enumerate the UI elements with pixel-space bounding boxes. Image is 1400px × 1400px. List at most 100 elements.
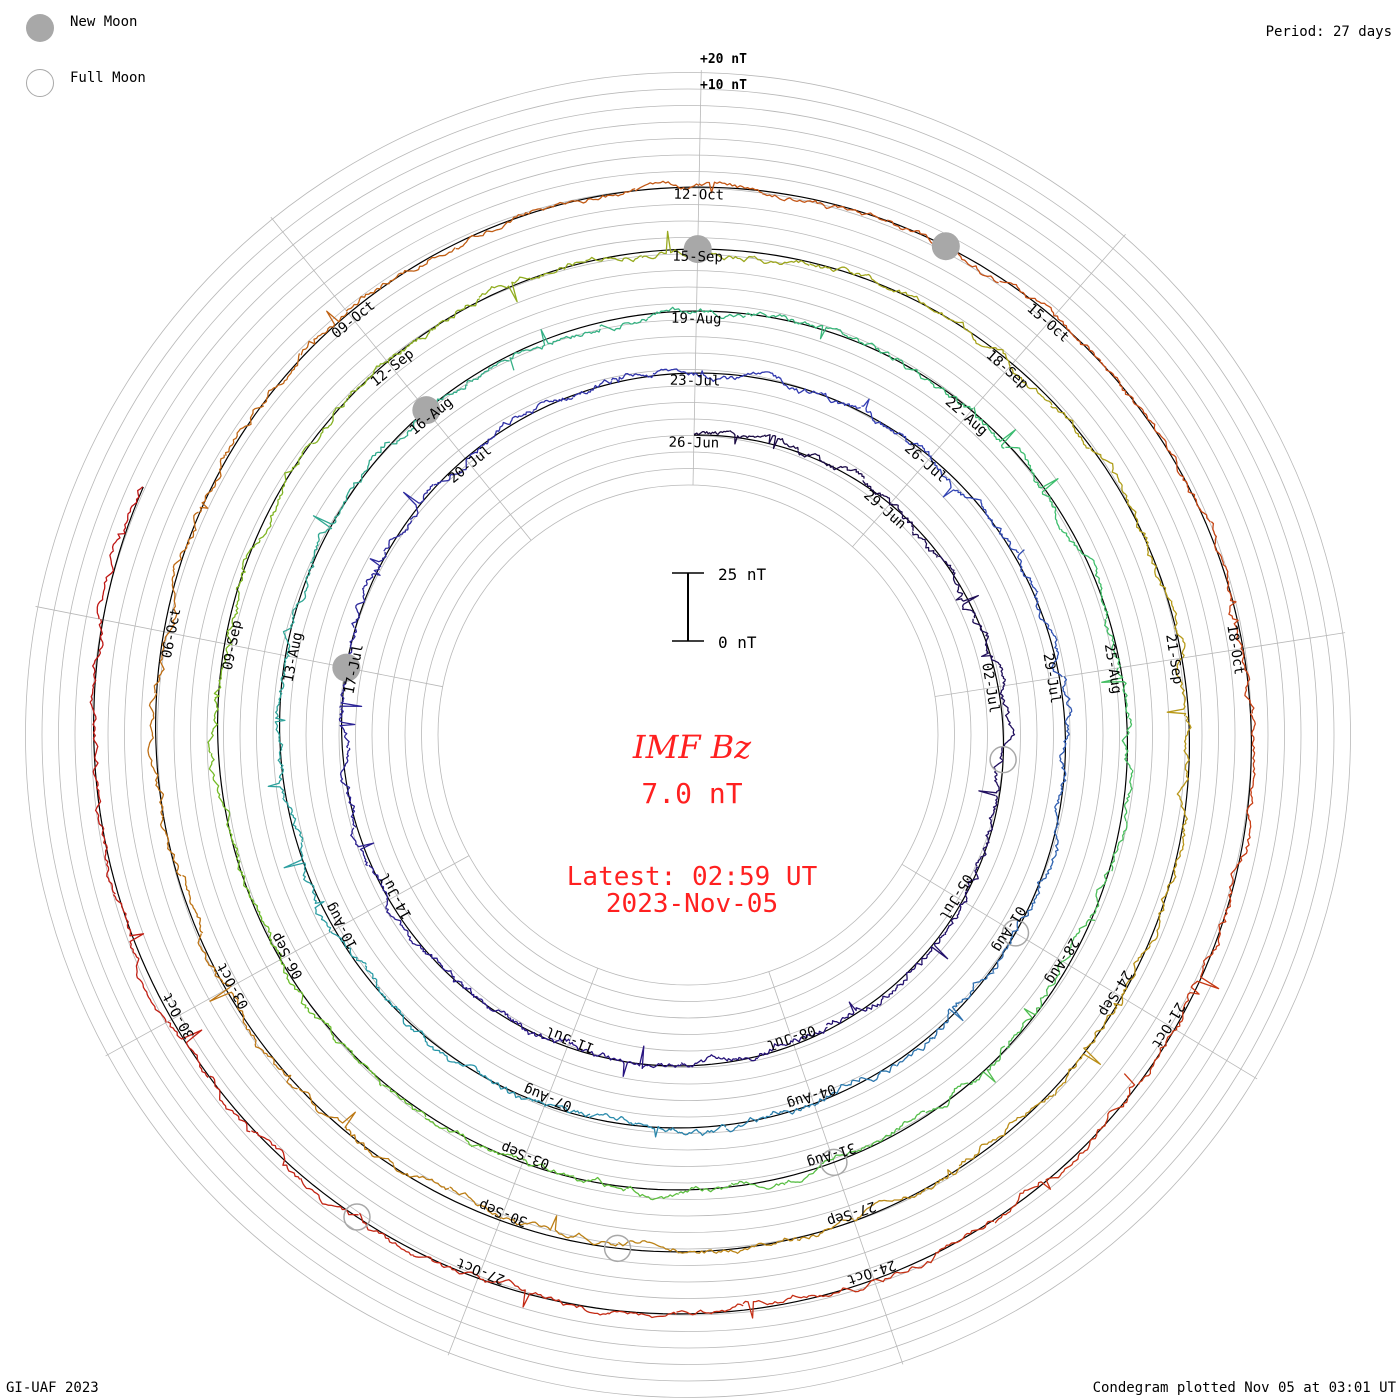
bz-trace-segment [1062,919,1096,962]
bz-trace-segment [542,1296,609,1316]
bz-trace-segment [111,486,144,551]
bz-trace-segment [994,1179,1052,1224]
bz-trace-segment [794,321,844,340]
bz-trace-segment [1121,945,1151,998]
bz-trace-segment [168,569,178,634]
bz-trace-segment [345,1126,395,1165]
current-value: 7.0 nT [641,777,742,810]
bz-trace-segment [729,430,766,445]
bz-trace-segment [135,958,167,1023]
date-label: 29-Jul [1040,652,1064,704]
bz-trace-segment [523,1158,575,1177]
bz-trace-segment [784,1158,834,1184]
full-moon-marker [820,1148,848,1177]
bz-trace-segment [283,842,315,888]
latest-time: Latest: 02:59 UT [567,862,818,892]
bz-trace-segment [345,787,357,828]
date-label: 24-Oct [845,1256,898,1288]
grid-ring [41,88,1335,1382]
grid-ring [338,385,1038,1085]
date-label: 10-Aug [323,900,361,952]
bz-trace-segment [282,797,304,843]
date-label: 12-Oct [673,187,724,204]
bz-trace-segment [873,1253,937,1283]
grid-spoke [901,863,1258,1080]
bz-trace-segment [718,1056,759,1062]
bz-trace-segment [1037,478,1061,531]
bz-trace-segment [973,407,1017,449]
bz-trace-segment [888,503,914,531]
bz-trace-segment [1059,720,1070,765]
bz-trace-segment [213,644,231,699]
bz-trace-segment [881,1110,925,1142]
date-label: 09-Sep [220,619,245,672]
bz-trace-segment [896,1037,933,1067]
bz-trace-segment [500,1086,546,1106]
bz-trace-segment [1142,410,1178,466]
bz-trace-segment [861,398,896,435]
bz-trace-segment [917,298,967,331]
bz-trace-segment [1176,465,1211,523]
bz-trace-segment [999,280,1055,317]
bz-trace-segment [641,1062,682,1069]
bz-trace-segment [969,1045,1006,1086]
bz-trace-segment [676,1303,744,1316]
bz-trace-segment [147,693,158,756]
bz-trace-segment [572,188,636,204]
bz-trace-segment [345,360,388,400]
bz-trace-segment [1017,549,1039,593]
grid-spoke [447,968,599,1356]
bz-trace-segment [988,795,998,833]
date-label: 08-Jul [765,1022,818,1054]
grid-ring [223,270,1153,1200]
bz-trace-segment [757,1040,794,1059]
bz-trace-segment [330,931,367,965]
bz-trace-segment [698,181,763,194]
bz-trace-segment [1202,907,1228,970]
bz-trace-segment [96,550,115,620]
bz-trace-segment [634,1122,681,1138]
bz-trace-segment [753,255,810,266]
series-layer [89,180,1256,1319]
date-label: 20-Jul [446,443,495,487]
bz-trace-segment [957,490,991,520]
bz-trace-segment [466,359,510,384]
bz-trace-segment [89,688,99,758]
bz-trace-segment [92,757,103,827]
bz-trace-segment [267,750,285,799]
new-moon-marker [931,232,960,261]
grid-ring [173,220,1203,1250]
date-label: 29-Jun [860,487,909,532]
bz-trace-segment [860,989,895,1012]
legend-new-moon: New Moon [70,14,138,30]
bz-trace-segment [696,308,746,320]
bz-trace-segment [300,310,348,356]
bz-trace-segment [392,1164,450,1191]
bz-trace-segment [1227,844,1250,909]
bz-trace-segment [1166,657,1187,717]
bz-trace-segment [1121,717,1133,771]
new-moon-marker [412,396,441,425]
bz-trace-segment [725,1115,771,1133]
date-label: 19-Aug [671,311,722,328]
bz-trace-segment [209,986,257,1044]
bz-trace-segment [694,370,738,383]
full-moon-swatch-icon [26,69,54,97]
bz-trace-segment [282,608,296,657]
bz-trace-segment [852,1064,897,1083]
bz-trace-segment [585,255,642,263]
bz-trace-segment [978,759,1004,797]
bz-trace-segment [825,1001,861,1026]
date-label: 06-Sep [268,930,306,982]
bz-trace-segment [572,379,613,398]
bz-trace-segment [1101,667,1130,719]
bz-trace-segment [532,397,574,411]
bz-trace-segment [1176,773,1190,833]
date-label: 18-Oct [1223,624,1247,676]
bz-trace-segment [1034,592,1054,635]
bz-trace-segment [159,816,182,877]
bz-trace-segment [1094,567,1109,620]
bz-trace-segment [832,1140,883,1161]
bz-trace-segment [460,1064,502,1090]
